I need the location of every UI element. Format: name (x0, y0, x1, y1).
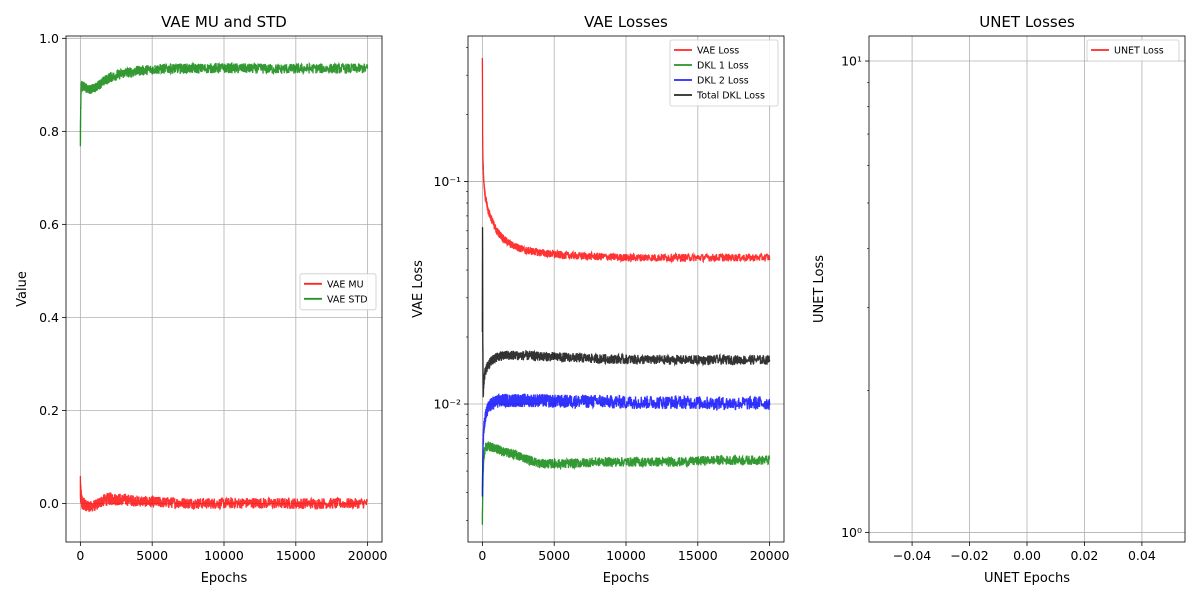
y-tick-label: 0.4 (39, 310, 59, 325)
y-tick-label: 10⁻² (433, 397, 461, 412)
legend-box (1086, 39, 1180, 62)
grid (468, 36, 784, 542)
x-tick-label: 5000 (136, 548, 168, 563)
x-tick-label: 15000 (678, 548, 718, 563)
x-tick-label: 10000 (606, 548, 646, 563)
y-tick-label: 0.6 (39, 217, 59, 232)
x-tick-label: 5000 (538, 548, 570, 563)
legend-label: VAE Loss (697, 46, 739, 57)
x-tick-label: 0.00 (1013, 548, 1041, 563)
x-tick-label: 0 (76, 548, 84, 563)
x-tick-label: 0.04 (1128, 548, 1156, 563)
chart-title: UNET Losses (979, 13, 1075, 31)
legend-label: VAE STD (327, 294, 368, 305)
y-tick-label: 10¹ (841, 54, 862, 69)
legend-label: Total DKL Loss (696, 91, 765, 102)
legend: UNET Loss (1086, 39, 1180, 62)
series-line-0 (79, 475, 368, 512)
plot-area (481, 58, 771, 525)
plot-area (79, 61, 369, 512)
y-tick-label: 0.8 (39, 124, 59, 139)
series-line-1 (79, 61, 369, 147)
legend-label: UNET Loss (1114, 46, 1164, 57)
y-tick-label: 1.0 (39, 31, 59, 46)
chart-title: VAE Losses (584, 13, 668, 31)
y-axis-label: UNET Loss (812, 255, 827, 323)
y-tick-label: 0.2 (39, 403, 59, 418)
legend-box (669, 39, 779, 107)
series-line-1 (481, 441, 771, 525)
chart-title: VAE MU and STD (161, 13, 287, 31)
y-tick-label: 10⁻¹ (433, 174, 461, 189)
x-tick-label: 20000 (348, 548, 388, 563)
x-axis-label: Epochs (201, 571, 248, 586)
y-axis-label: VAE Loss (411, 260, 426, 318)
x-tick-label: 0.02 (1071, 548, 1099, 563)
legend-label: DKL 2 Loss (697, 76, 749, 87)
chart-panel-2: 0 5000 10000 15000 20000 10⁻² 10⁻¹ VAE Losses Ep… (411, 13, 790, 586)
legend: VAE Loss DKL 1 Loss DKL 2 Loss Total DKL Lo… (669, 39, 779, 107)
series-line-3 (481, 227, 771, 398)
x-tick-label: 10000 (204, 548, 244, 563)
y-axis-label: Value (15, 271, 30, 307)
y-tick-label: 10⁰ (841, 525, 862, 540)
x-tick-label: 15000 (276, 548, 316, 563)
x-tick-label: −0.04 (893, 548, 931, 563)
x-tick-label: −0.02 (950, 548, 988, 563)
chart-panel-1: 0 5000 10000 15000 20000 0.0 0.2 0.4 0.6 0.8 1.0 VA… (15, 13, 388, 586)
x-axis-label: Epochs (603, 571, 650, 586)
x-tick-label: 0 (478, 548, 486, 563)
legend-label: VAE MU (327, 279, 364, 290)
legend: VAE MU VAE STD (299, 273, 377, 311)
series-line-0 (481, 58, 771, 264)
legend-box (299, 273, 377, 311)
y-tick-label: 0.0 (39, 496, 59, 511)
x-axis-label: UNET Epochs (984, 571, 1070, 586)
grid (869, 36, 1185, 542)
series-line-2 (481, 393, 771, 497)
chart-panel-3: −0.04 −0.02 0.00 0.02 0.04 10⁰ 10¹ UNET Losses U… (812, 13, 1186, 586)
x-tick-label: 20000 (750, 548, 790, 563)
legend-label: DKL 1 Loss (697, 61, 749, 72)
